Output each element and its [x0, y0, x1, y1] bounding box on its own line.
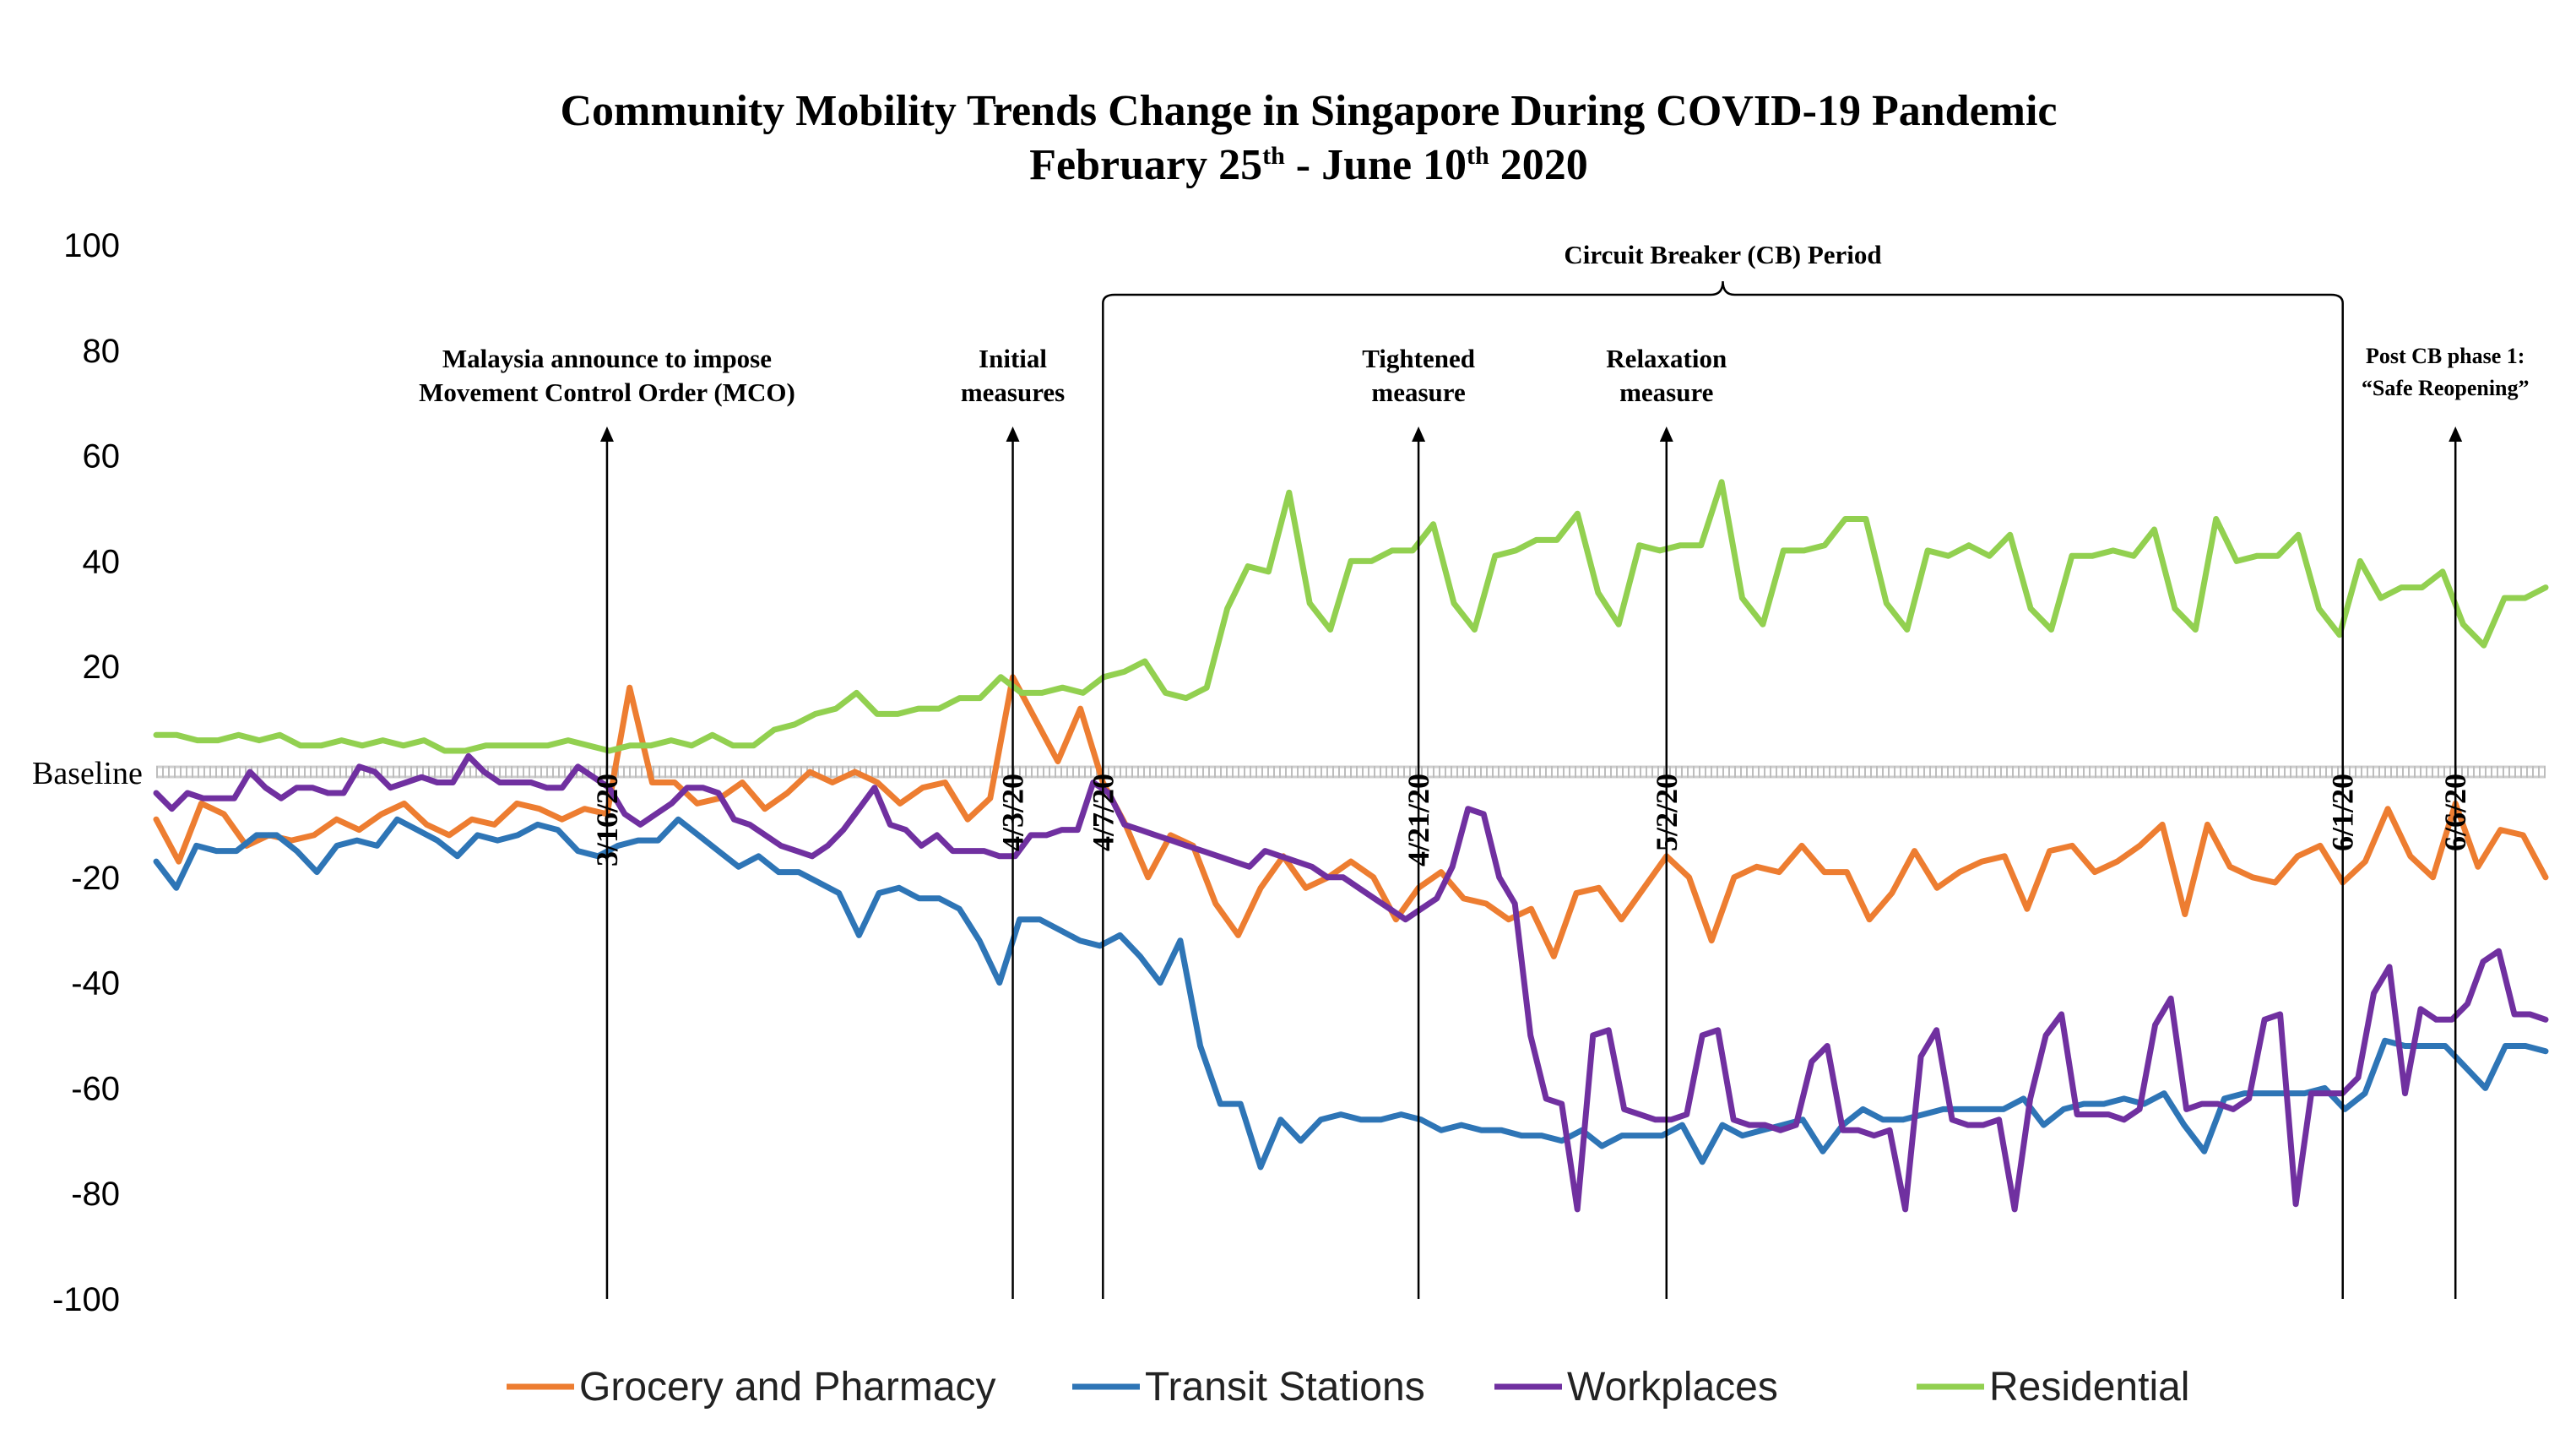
brace-path [1102, 280, 2344, 307]
legend-label-grocery-and-pharmacy: Grocery and Pharmacy [579, 1365, 996, 1410]
legend-label-transit-stations: Transit Stations [1145, 1365, 1425, 1410]
y-axis: 100 80 60 40 20 Baseline -20 -40 -60 -80 -100 [32, 227, 143, 1318]
y-tick-label: 80 [83, 333, 121, 370]
marker-arrowhead [1006, 426, 1020, 442]
series-line-transit-stations [153, 816, 2549, 1171]
marker-date-label: 6/1/20 [2326, 774, 2360, 851]
baseline [156, 765, 2546, 779]
y-tick-label: 60 [83, 438, 121, 475]
chart-title: Community Mobility Trends Change in Sing… [560, 87, 2057, 135]
y-tick-label: -100 [52, 1281, 120, 1318]
marker-annotation: “Safe Reopening” [2362, 376, 2530, 400]
marker-arrowhead [1659, 426, 1673, 442]
legend-label-residential: Residential [1989, 1365, 2189, 1410]
marker-arrowhead [1412, 426, 1426, 442]
y-tick-label: -60 [71, 1070, 120, 1107]
y-tick-label: -40 [71, 965, 120, 1002]
marker-annotation: Malaysia announce to impose [442, 344, 772, 373]
y-tick-label: -20 [71, 860, 120, 897]
series-lines [153, 479, 2549, 1213]
circuit-breaker-brace: Circuit Breaker (CB) Period [1102, 240, 2344, 307]
y-tick-label: 20 [83, 649, 121, 686]
marker-date-label: 6/6/20 [2438, 774, 2472, 851]
marker-annotation: Tightened [1362, 344, 1475, 373]
marker-annotation: measure [1371, 378, 1465, 407]
y-tick-label: 100 [63, 227, 120, 264]
legend-label-workplaces: Workplaces [1567, 1365, 1778, 1410]
marker-annotation: Movement Control Order (MCO) [419, 378, 795, 407]
marker-date-label: 4/7/20 [1086, 774, 1120, 851]
marker-date-label: 3/16/20 [590, 774, 624, 866]
y-tick-label: -80 [71, 1176, 120, 1213]
legend: Grocery and Pharmacy Transit Stations Work… [507, 1365, 2189, 1410]
brace-label: Circuit Breaker (CB) Period [1564, 240, 1881, 269]
marker-date-label: 4/21/20 [1402, 774, 1435, 866]
marker-annotation: measure [1619, 378, 1713, 407]
date-markers: Malaysia announce to impose Movement Cont… [419, 307, 2530, 1299]
marker-date-label: 4/3/20 [996, 774, 1030, 851]
y-tick-label: 40 [83, 543, 121, 580]
marker-annotation: Initial [979, 344, 1047, 373]
marker-annotation: Post CB phase 1: [2366, 344, 2525, 368]
marker-annotation: Relaxation [1606, 344, 1727, 373]
baseline-label: Baseline [32, 756, 143, 791]
marker-arrowhead [599, 426, 614, 442]
marker-annotation: measures [961, 378, 1065, 407]
series-line-workplaces [153, 752, 2549, 1213]
marker-arrowhead [2449, 426, 2463, 442]
series-line-grocery-and-pharmacy [153, 674, 2549, 959]
marker-date-label: 5/2/20 [1650, 774, 1684, 851]
series-line-residential [153, 479, 2549, 754]
chart-subtitle: February 25th - June 10th 2020 [1029, 141, 1587, 189]
